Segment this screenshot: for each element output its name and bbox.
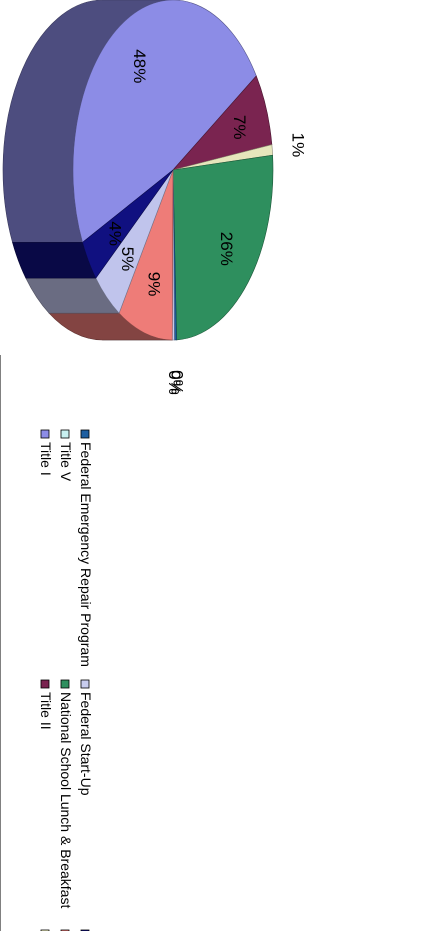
pie-slice bbox=[72, 0, 257, 243]
legend-swatch bbox=[60, 929, 70, 931]
legend-label: Title I bbox=[38, 442, 54, 476]
pie-data-label: 9% bbox=[145, 272, 164, 297]
legend-label: National School Lunch & Breakfast bbox=[58, 692, 74, 908]
pie-slices bbox=[72, 0, 274, 341]
pie-slice bbox=[82, 169, 174, 279]
pie-data-label: 7% bbox=[230, 115, 249, 140]
pie-data-label: 4% bbox=[105, 221, 124, 246]
pie-data-label: 26% bbox=[217, 232, 236, 266]
legend-swatch bbox=[80, 929, 90, 931]
legend-swatch bbox=[40, 929, 50, 931]
pie-side-walls bbox=[2, 0, 174, 341]
legend-label: Federal Start-Up bbox=[78, 692, 94, 796]
pie-slice bbox=[172, 154, 274, 341]
legend-swatch bbox=[80, 679, 90, 689]
legend-swatch bbox=[40, 679, 50, 689]
legend-label: Title II bbox=[38, 692, 54, 730]
legend-label: Federal Emergency Repair Program bbox=[78, 442, 94, 667]
pie-data-label: 48% bbox=[130, 49, 149, 83]
pie-data-labels: 48%7%1%26%0%0%9%5%4% bbox=[105, 49, 307, 395]
legend-swatch bbox=[60, 429, 70, 439]
legend-swatch bbox=[40, 429, 50, 439]
pie-data-label: 0% bbox=[165, 370, 184, 395]
pie-data-label: 1% bbox=[289, 133, 308, 158]
pie-side-segment bbox=[12, 242, 97, 279]
legend: Title I Title V Federal Emergency Repair P… bbox=[0, 355, 94, 931]
legend-swatch bbox=[60, 679, 70, 689]
legend-swatch bbox=[80, 429, 90, 439]
pie-slice bbox=[118, 169, 174, 341]
pie-data-label: 5% bbox=[118, 247, 137, 272]
pie-data-label: 0% bbox=[168, 370, 187, 395]
legend-label: Title V bbox=[58, 442, 74, 482]
